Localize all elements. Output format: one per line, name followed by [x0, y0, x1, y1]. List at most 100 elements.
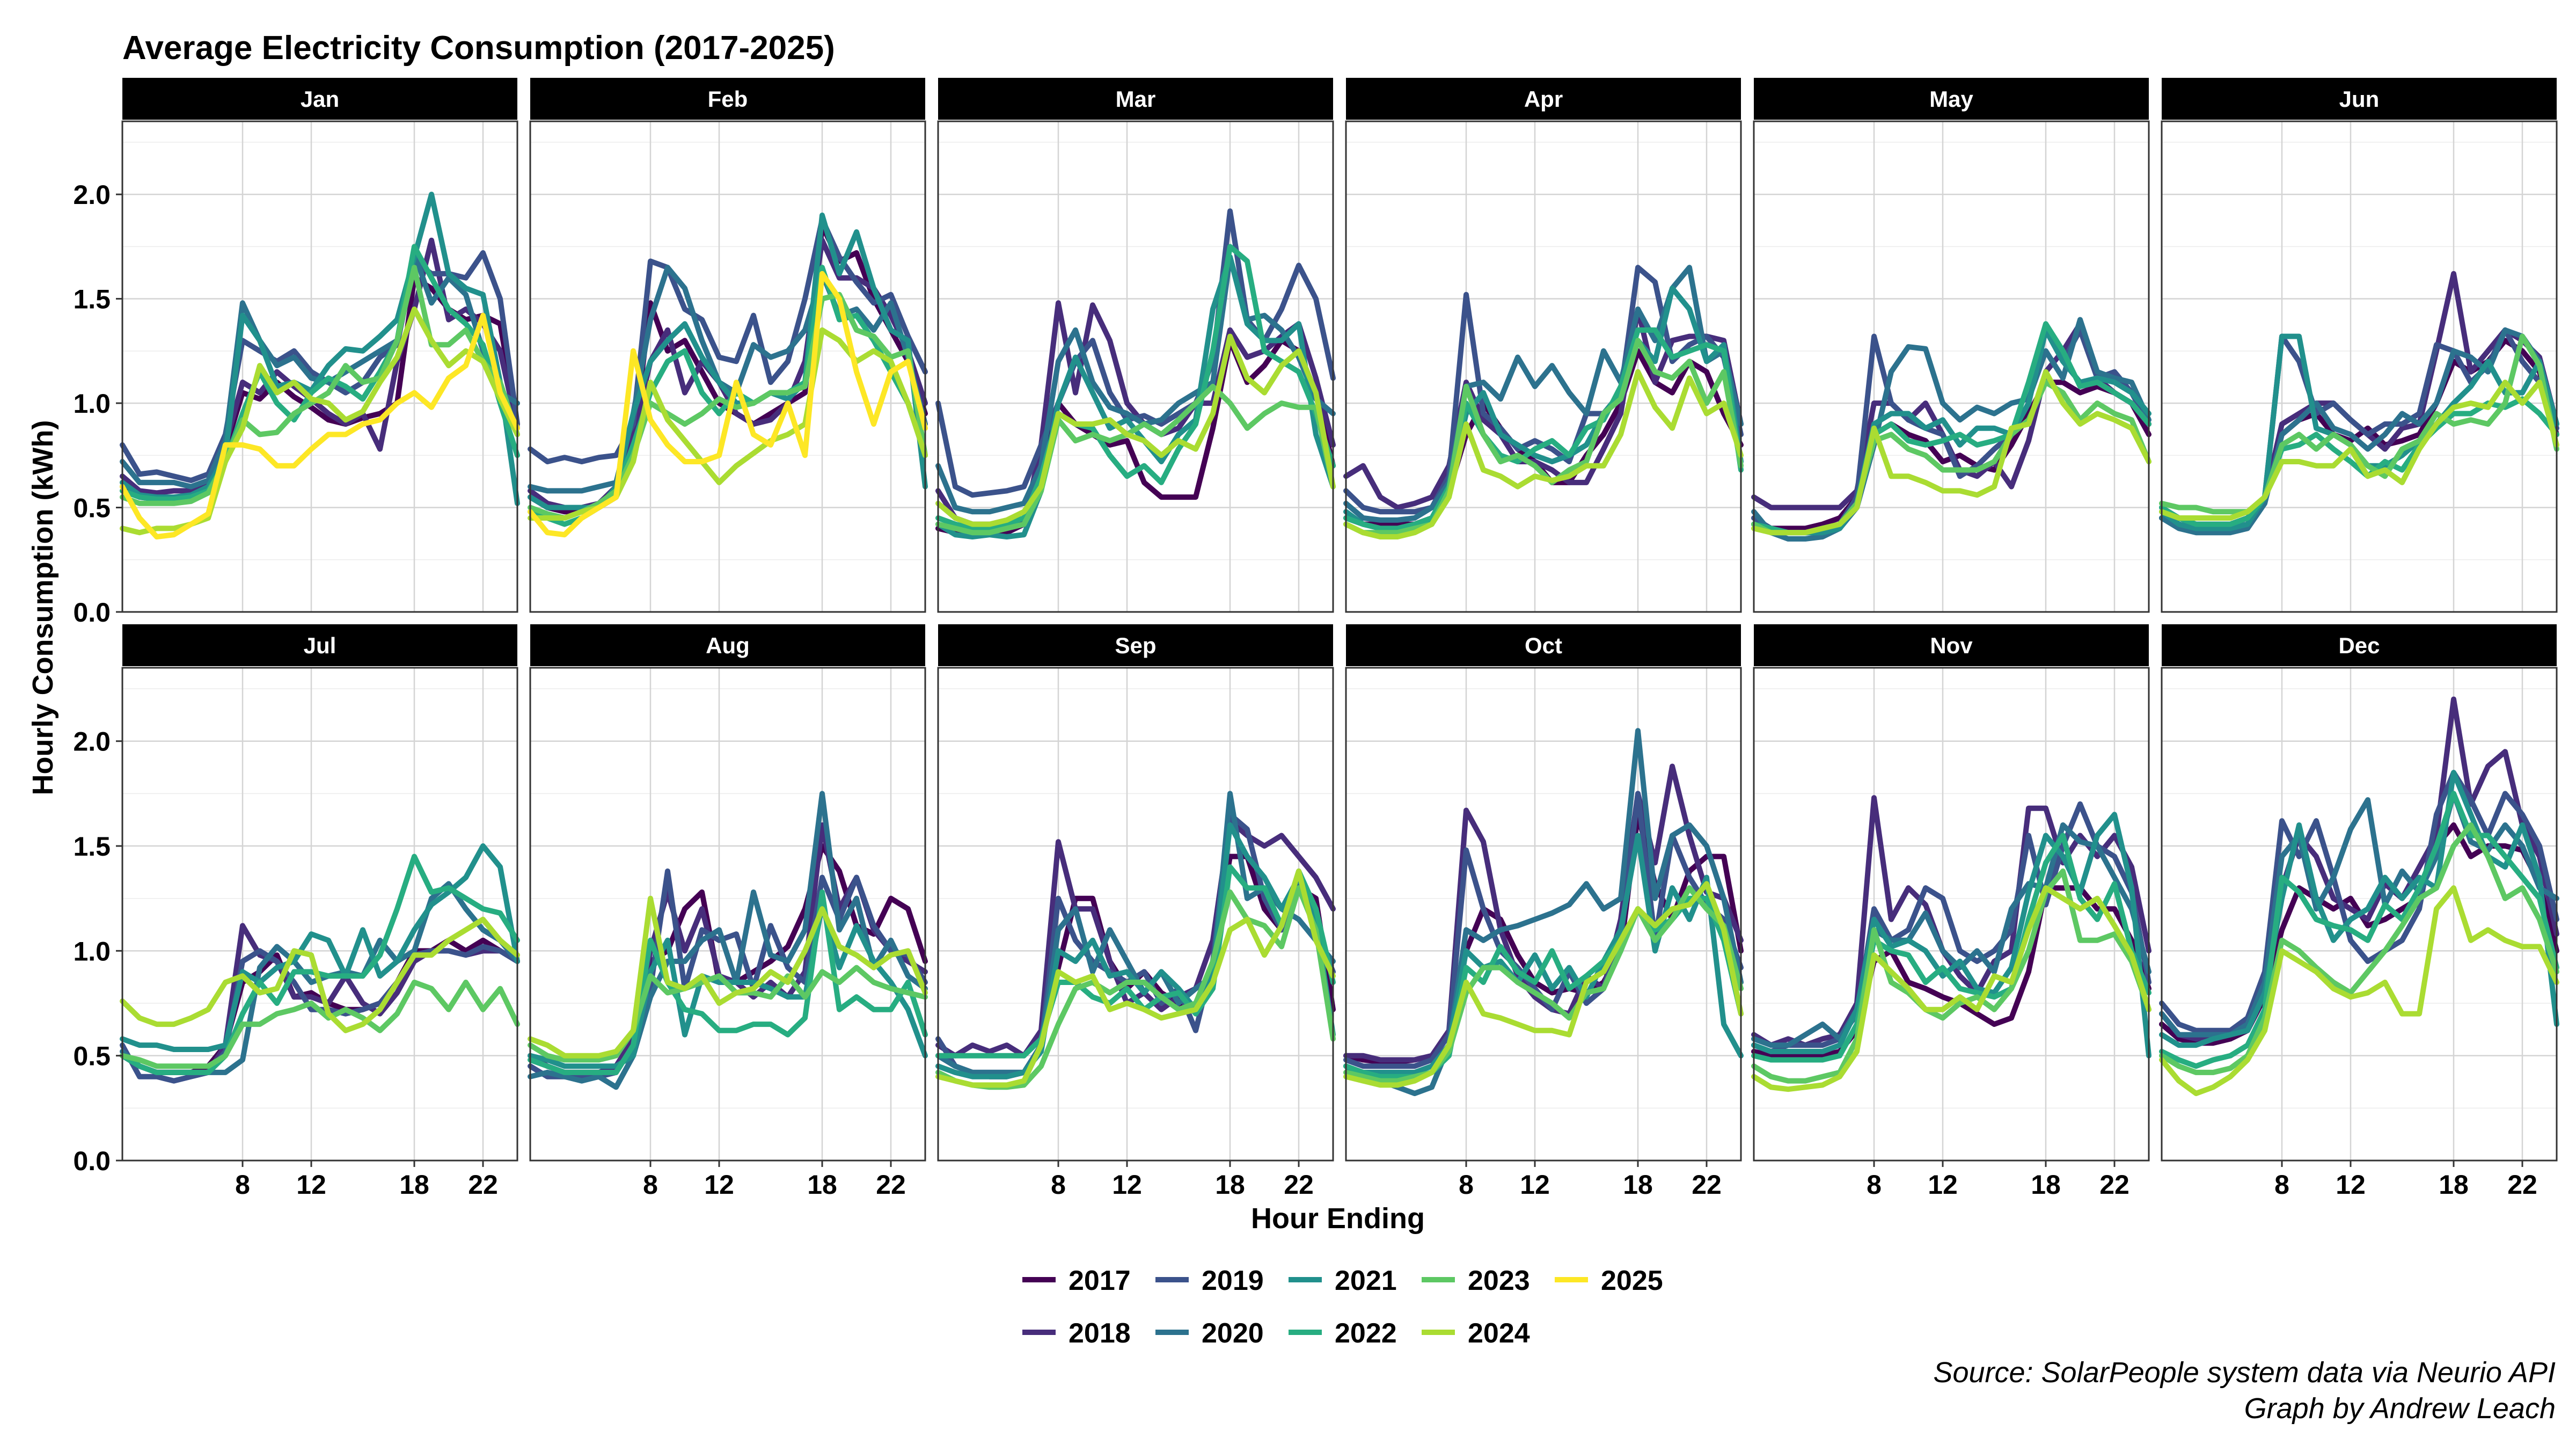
facet-strip-label: Aug	[706, 633, 750, 658]
y-tick-label: 1.5	[73, 284, 111, 315]
y-tick-label: 1.0	[73, 389, 111, 419]
facet-strip	[1754, 78, 2149, 120]
legend-label: 2024	[1468, 1318, 1530, 1349]
legend-item-2019: 2019	[1155, 1265, 1264, 1296]
series-line-2022	[1751, 833, 2151, 1063]
series-line-2020	[528, 265, 928, 494]
series-line-2022	[935, 244, 1336, 531]
series-line-2019	[2159, 770, 2559, 1033]
facet-strip-label: Jul	[304, 633, 336, 658]
series-line-2024	[1343, 881, 1744, 1088]
facet-strip-label: Feb	[708, 86, 748, 112]
series-line-2019	[528, 216, 928, 464]
legend-label: 2020	[1202, 1318, 1264, 1349]
series-line-2022	[935, 864, 1336, 1059]
x-tick-label: 12	[1928, 1170, 1958, 1200]
source-caption: Source: SolarPeople system data via Neur…	[1933, 1356, 2556, 1389]
facet-strip	[938, 78, 1333, 120]
y-tick-label: 1.5	[73, 831, 111, 862]
x-tick-label: 8	[643, 1170, 658, 1200]
x-tick-label: 18	[807, 1170, 837, 1200]
panel-border	[937, 667, 1334, 1162]
y-tick-label: 2.0	[73, 727, 111, 757]
legend-item-2020: 2020	[1155, 1318, 1264, 1349]
y-tick-label: 0.5	[73, 1041, 111, 1071]
facet-strip-label: Sep	[1115, 633, 1156, 658]
series-line-2023	[120, 265, 520, 506]
series-line-2023	[2159, 822, 2559, 1075]
y-tick-label: 0.0	[73, 597, 111, 628]
legend-item-2021: 2021	[1289, 1265, 1397, 1296]
x-tick-label: 22	[2507, 1170, 2537, 1200]
series-line-2023	[528, 291, 928, 521]
x-tick-label: 22	[1692, 1170, 1722, 1200]
series-line-2023	[1343, 338, 1744, 536]
panel-border	[1345, 120, 1742, 613]
y-tick-label: 1.0	[73, 936, 111, 966]
facet-panel-jun: Jun	[2159, 78, 2559, 613]
facet-panel-jul: Jul 0.0 0.5 1.0 1.5 2.0 8 12 18 22	[73, 624, 520, 1200]
panel-border	[1345, 667, 1742, 1162]
facet-strip	[2162, 624, 2557, 666]
x-tick-label: 18	[2439, 1170, 2469, 1200]
x-tick-label: 18	[2031, 1170, 2061, 1200]
facet-panel-may: May	[1751, 78, 2151, 613]
chart-title: Average Electricity Consumption (2017-20…	[122, 30, 835, 67]
series-line-2020	[1751, 822, 2151, 1048]
series-line-2021	[1751, 812, 2151, 1059]
x-tick-label: 8	[235, 1170, 250, 1200]
panel-border	[1753, 667, 2150, 1162]
facet-strip	[1346, 78, 1741, 120]
x-tick-label: 22	[2099, 1170, 2129, 1200]
panel-border	[121, 667, 518, 1162]
facet-strip	[122, 78, 517, 120]
facet-panel-dec: Dec 8 12 18 22	[2159, 624, 2559, 1200]
facet-strip	[530, 78, 925, 120]
x-tick-label: 8	[1459, 1170, 1474, 1200]
series-line-2020	[1343, 728, 1744, 1096]
x-tick-label: 18	[1623, 1170, 1653, 1200]
series-line-2024	[528, 895, 928, 1059]
x-axis-label: Hour Ending	[1251, 1202, 1425, 1235]
panel-border	[1753, 120, 2150, 613]
y-tick-label: 2.0	[73, 180, 111, 210]
panel-border	[937, 120, 1334, 613]
legend-item-2023: 2023	[1422, 1265, 1530, 1296]
y-tick-label: 0.5	[73, 493, 111, 523]
series-line-2018	[1751, 795, 2151, 1048]
x-tick-label: 22	[1284, 1170, 1314, 1200]
series-line-2018	[1343, 307, 1744, 510]
facet-strip	[2162, 78, 2557, 120]
x-tick-label: 12	[1112, 1170, 1142, 1200]
series-line-2024	[2159, 380, 2559, 521]
series-line-2024	[1343, 369, 1744, 539]
y-axis-label: Hourly Consumption (kWh)	[27, 420, 59, 796]
series-line-2023	[528, 965, 928, 1063]
series-line-2023	[1343, 885, 1744, 1084]
series-line-2021	[1751, 327, 2151, 536]
panel-border	[529, 120, 926, 613]
facet-strip-label: Apr	[1524, 86, 1563, 112]
facet-strip-label: Nov	[1930, 633, 1973, 658]
facet-panel-jan: Jan 0.0 0.5 1.0 1.5 2.0	[73, 78, 520, 628]
legend-item-2022: 2022	[1289, 1318, 1397, 1349]
series-line-2020	[935, 254, 1336, 515]
series-line-2020	[528, 791, 928, 1090]
legend-item-2018: 2018	[1022, 1318, 1131, 1349]
facet-panel-sep: Sep 8 12 18 22	[935, 624, 1336, 1200]
panel-border	[2161, 667, 2558, 1162]
x-tick-label: 22	[876, 1170, 906, 1200]
series-line-2022	[120, 853, 520, 1075]
facet-strip	[530, 624, 925, 666]
x-tick-label: 18	[1215, 1170, 1245, 1200]
facet-panel-nov: Nov 8 12 18 22	[1751, 624, 2151, 1200]
series-line-2017	[935, 338, 1336, 536]
x-tick-label: 18	[399, 1170, 429, 1200]
series-line-2025	[120, 312, 520, 539]
y-tick-label: 0.0	[73, 1146, 111, 1176]
x-tick-label: 8	[2274, 1170, 2289, 1200]
x-tick-label: 8	[1867, 1170, 1882, 1200]
x-tick-label: 12	[1520, 1170, 1550, 1200]
